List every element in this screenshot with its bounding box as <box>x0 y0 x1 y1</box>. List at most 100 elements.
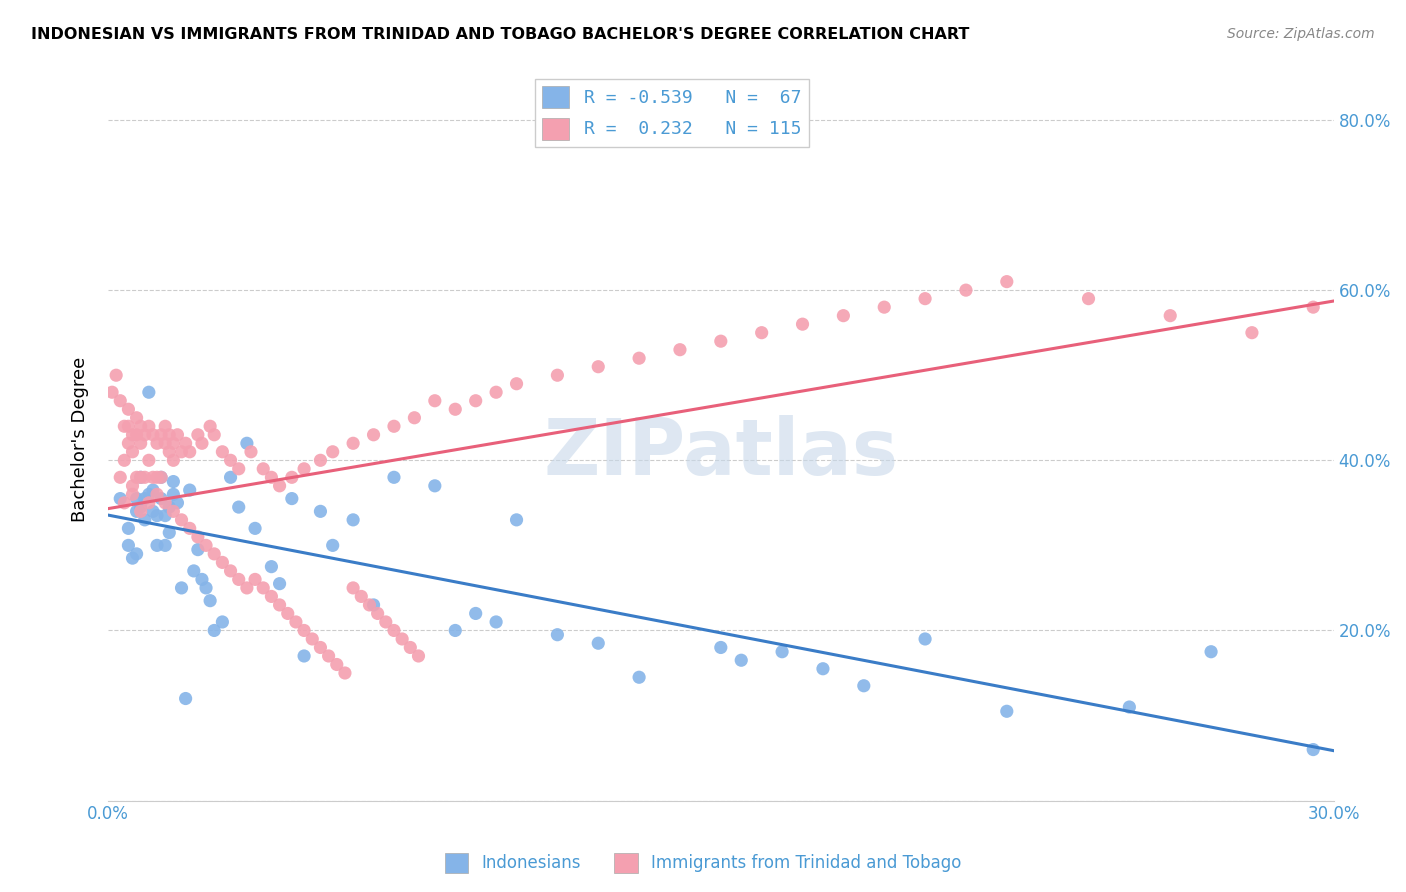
Point <box>1302 300 1324 314</box>
Point <box>252 462 274 476</box>
Point <box>146 538 169 552</box>
Point <box>811 662 834 676</box>
Point <box>485 385 508 400</box>
Point <box>240 444 263 458</box>
Point <box>359 598 381 612</box>
Point <box>134 470 156 484</box>
Point <box>342 513 364 527</box>
Point <box>202 427 225 442</box>
Point <box>146 470 169 484</box>
Point <box>129 470 152 484</box>
Point <box>187 427 209 442</box>
Point <box>166 496 188 510</box>
Point <box>125 427 148 442</box>
Point <box>228 573 250 587</box>
Point <box>326 657 349 672</box>
Point <box>322 538 344 552</box>
Point <box>669 343 692 357</box>
Point <box>125 547 148 561</box>
Point <box>309 640 332 655</box>
Point <box>195 581 218 595</box>
Point <box>117 402 139 417</box>
Point <box>228 500 250 514</box>
Point <box>277 607 299 621</box>
Point <box>157 444 180 458</box>
Point <box>198 419 221 434</box>
Point <box>187 530 209 544</box>
Point <box>485 615 508 629</box>
Point <box>505 513 527 527</box>
Point <box>146 487 169 501</box>
Point <box>363 427 385 442</box>
Point <box>342 581 364 595</box>
Point <box>129 470 152 484</box>
Point <box>153 436 176 450</box>
Point <box>202 547 225 561</box>
Point <box>586 636 609 650</box>
Point <box>110 393 132 408</box>
Point <box>211 555 233 569</box>
Point <box>770 645 793 659</box>
Point <box>382 419 405 434</box>
Point <box>153 419 176 434</box>
Point <box>195 538 218 552</box>
Point <box>110 470 132 484</box>
Legend: R = -0.539   N =  67, R =  0.232   N = 115: R = -0.539 N = 67, R = 0.232 N = 115 <box>536 79 808 147</box>
Point <box>281 491 304 506</box>
Point <box>382 470 405 484</box>
Point <box>318 648 340 663</box>
Point <box>105 368 128 383</box>
Point <box>1159 309 1181 323</box>
Point <box>269 598 291 612</box>
Point <box>125 491 148 506</box>
Point <box>292 648 315 663</box>
Point <box>730 653 752 667</box>
Point <box>150 491 173 506</box>
Point <box>710 640 733 655</box>
Point <box>751 326 773 340</box>
Point <box>179 444 201 458</box>
Point <box>134 427 156 442</box>
Point <box>142 470 165 484</box>
Point <box>505 376 527 391</box>
Point <box>1240 326 1263 340</box>
Point <box>117 521 139 535</box>
Point <box>382 624 405 638</box>
Point <box>191 436 214 450</box>
Point <box>710 334 733 348</box>
Y-axis label: Bachelor's Degree: Bachelor's Degree <box>72 357 89 522</box>
Point <box>292 462 315 476</box>
Point <box>301 632 323 646</box>
Point <box>444 402 467 417</box>
Point <box>117 419 139 434</box>
Point <box>162 475 184 489</box>
Point <box>269 576 291 591</box>
Point <box>129 504 152 518</box>
Text: ZIPatlas: ZIPatlas <box>543 416 898 491</box>
Point <box>628 351 651 366</box>
Point <box>129 436 152 450</box>
Point <box>243 521 266 535</box>
Point <box>1118 700 1140 714</box>
Point <box>444 624 467 638</box>
Point <box>134 513 156 527</box>
Point <box>284 615 307 629</box>
Point <box>117 538 139 552</box>
Point <box>367 607 389 621</box>
Point <box>162 487 184 501</box>
Point <box>170 444 193 458</box>
Point <box>914 632 936 646</box>
Point <box>350 590 373 604</box>
Point <box>391 632 413 646</box>
Point <box>179 521 201 535</box>
Point <box>121 487 143 501</box>
Point <box>138 487 160 501</box>
Point <box>129 500 152 514</box>
Point <box>157 427 180 442</box>
Point <box>269 479 291 493</box>
Point <box>211 615 233 629</box>
Point <box>586 359 609 374</box>
Point <box>1302 742 1324 756</box>
Point <box>179 483 201 497</box>
Point <box>153 496 176 510</box>
